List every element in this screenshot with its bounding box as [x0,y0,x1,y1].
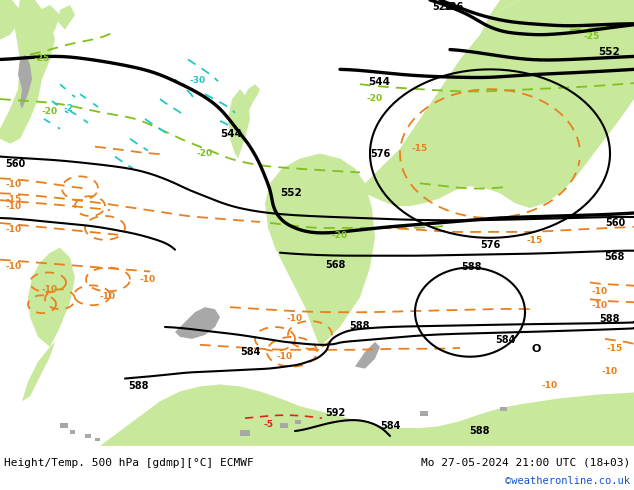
Polygon shape [240,430,250,436]
Text: 552: 552 [598,48,620,57]
Polygon shape [355,342,380,368]
Text: -15: -15 [5,195,22,204]
Text: 588: 588 [350,321,370,331]
Text: 568: 568 [605,252,625,262]
Text: 588: 588 [462,263,482,272]
Text: -15: -15 [412,144,428,153]
Text: -15: -15 [527,236,543,245]
Text: -10: -10 [602,367,618,376]
Text: 584: 584 [495,335,515,345]
Polygon shape [295,420,301,424]
Polygon shape [265,153,375,347]
Polygon shape [480,0,520,35]
Text: -10: -10 [5,225,21,234]
Text: -10: -10 [5,262,21,270]
Polygon shape [242,84,260,119]
Text: 576: 576 [480,240,500,250]
Text: -10: -10 [140,275,156,285]
Text: 584: 584 [240,347,260,357]
Text: -20: -20 [197,148,213,158]
Polygon shape [60,423,68,428]
Polygon shape [420,411,428,416]
Text: 588: 588 [600,314,620,324]
Text: -10: -10 [592,287,608,296]
Polygon shape [95,438,100,441]
Text: 592: 592 [325,408,345,418]
Polygon shape [100,385,634,446]
Text: -25: -25 [584,32,600,41]
Text: Mo 27-05-2024 21:00 UTC (18+03): Mo 27-05-2024 21:00 UTC (18+03) [421,458,630,468]
Text: -25: -25 [34,53,50,63]
Polygon shape [85,434,91,438]
Text: -10: -10 [42,285,58,294]
Text: -20: -20 [332,231,348,240]
Text: -10: -10 [542,382,558,391]
Text: 544: 544 [220,129,242,139]
Text: 584: 584 [380,421,400,431]
Text: 568: 568 [325,260,345,270]
Polygon shape [0,0,20,40]
Polygon shape [70,430,75,434]
Polygon shape [500,407,507,411]
Text: 560: 560 [5,159,25,169]
Text: -20: -20 [42,107,58,116]
Text: 552: 552 [280,188,302,198]
Text: 588: 588 [470,426,490,436]
Polygon shape [228,89,250,159]
Polygon shape [58,5,75,30]
Text: -10: -10 [277,352,293,361]
Polygon shape [0,0,55,144]
Text: ©weatheronline.co.uk: ©weatheronline.co.uk [505,476,630,486]
Polygon shape [28,248,75,347]
Text: -10: -10 [5,202,21,211]
Polygon shape [360,0,634,208]
Text: 528: 528 [432,2,453,12]
Text: -15: -15 [607,344,623,353]
Text: 536: 536 [443,2,463,12]
Text: -10: -10 [100,293,116,301]
Text: -2: -2 [63,104,73,113]
Polygon shape [35,5,60,45]
Text: -30: -30 [190,76,206,85]
Text: 588: 588 [128,381,148,391]
Polygon shape [280,423,288,428]
Text: 576: 576 [370,148,391,159]
Text: 544: 544 [368,77,390,87]
Text: -10: -10 [287,314,303,323]
Text: 560: 560 [605,218,625,228]
Text: -10: -10 [592,301,608,310]
Polygon shape [175,307,220,339]
Text: Height/Temp. 500 hPa [gdmp][°C] ECMWF: Height/Temp. 500 hPa [gdmp][°C] ECMWF [4,458,254,468]
Text: -20: -20 [367,94,383,103]
Text: O: O [531,344,541,354]
Polygon shape [18,54,32,109]
Text: -10: -10 [5,180,21,189]
Text: -5: -5 [263,420,273,429]
Polygon shape [22,342,55,401]
